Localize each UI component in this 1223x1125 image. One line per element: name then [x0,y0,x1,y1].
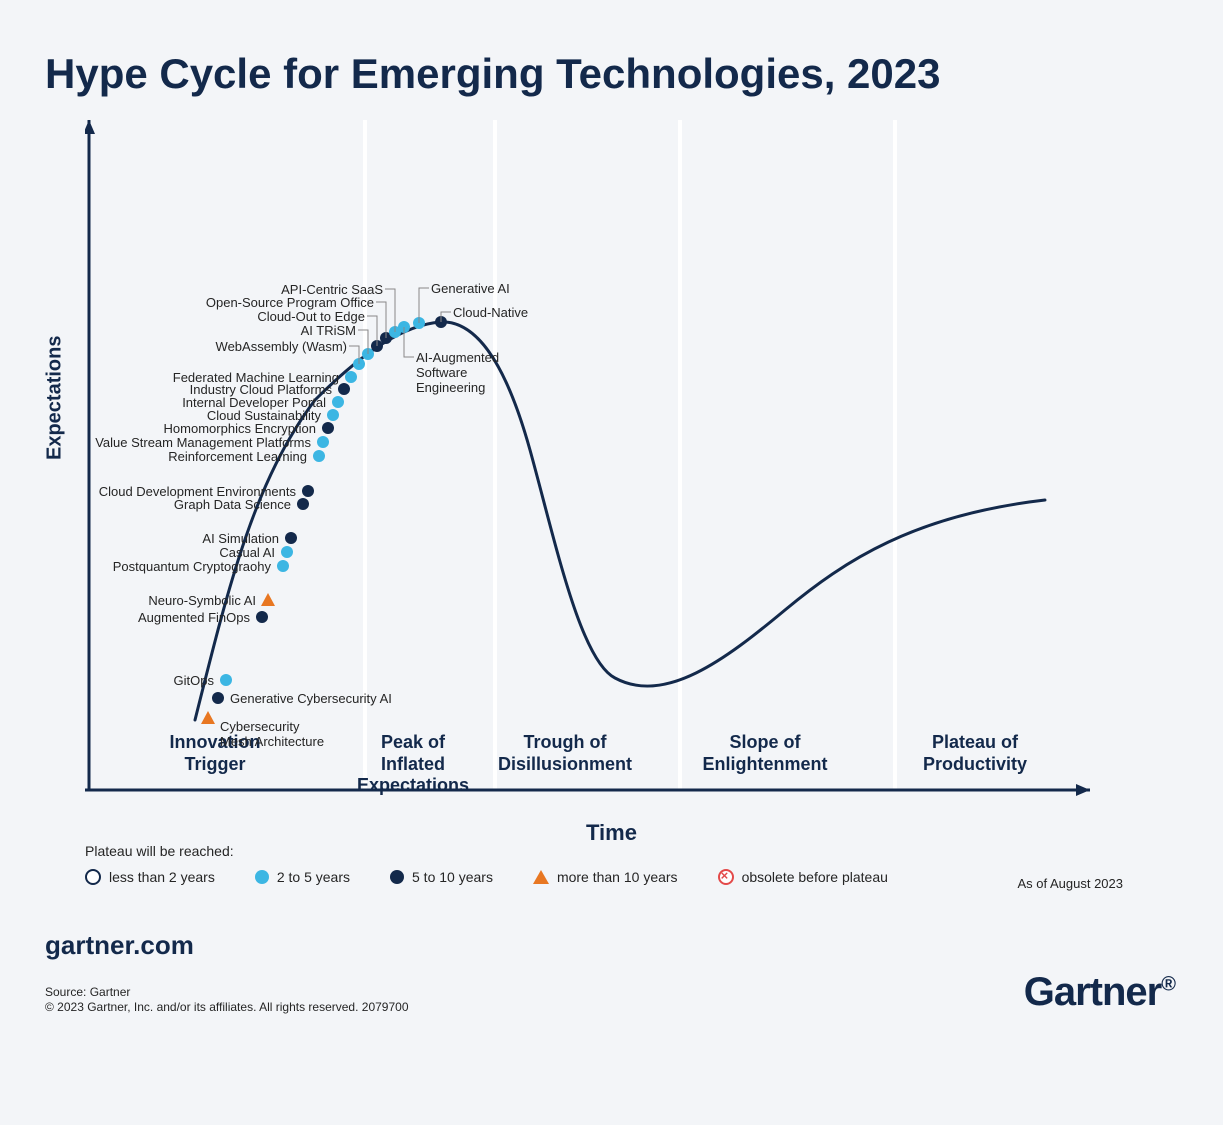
legend-item: 5 to 10 years [390,869,493,885]
page-title: Hype Cycle for Emerging Technologies, 20… [45,50,941,98]
tech-label: Cloud Sustainability [207,408,321,423]
tech-label: GitOps [174,673,214,688]
legend-item: less than 2 years [85,869,215,885]
tech-label: Generative Cybersecurity AI [230,691,392,706]
tech-label: Value Stream Management Platforms [95,435,311,450]
tech-label: Open-Source Program Office [206,295,374,310]
tech-label: Cloud-Native [453,305,528,320]
gartner-logo: Gartner® [1024,970,1175,1015]
legend-title: Plateau will be reached: [85,843,888,859]
footer-url: gartner.com [45,930,194,961]
legend-swatch: × [718,869,734,885]
tech-label: Graph Data Science [174,497,291,512]
tech-label: Internal Developer Portal [182,395,326,410]
tech-label: Cloud Development Environments [99,484,296,499]
tech-label: AI TRiSM [301,323,356,338]
footer-copyright: © 2023 Gartner, Inc. and/or its affiliat… [45,1000,409,1014]
legend: Plateau will be reached: less than 2 yea… [85,843,888,885]
tech-label: Postquantum Cryptograohy [113,559,271,574]
tech-label: Homomorphics Encryption [164,421,316,436]
tech-label: Cloud-Out to Edge [257,309,365,324]
tech-label: Reinforcement Learning [168,449,307,464]
tech-label: Augmented FinOps [138,610,250,625]
as-of-date: As of August 2023 [1017,876,1123,891]
legend-swatch [390,870,404,884]
tech-label: Neuro-Symbolic AI [148,593,256,608]
tech-label: Federated Machine Learning [173,370,339,385]
tech-label: Casual AI [219,545,275,560]
tech-label: WebAssembly (Wasm) [216,339,347,354]
tech-label: API-Centric SaaS [281,282,383,297]
y-axis-label: Expectations [44,336,67,460]
legend-label: less than 2 years [109,869,215,885]
legend-label: 5 to 10 years [412,869,493,885]
legend-item: more than 10 years [533,869,678,885]
legend-swatch [85,869,101,885]
footer-source: Source: Gartner [45,985,130,999]
phase-label: Slope of Enlightenment [665,732,865,775]
tech-label: Cybersecurity Mesh Architecture [220,719,324,749]
legend-item: × obsolete before plateau [718,869,888,885]
page: Hype Cycle for Emerging Technologies, 20… [0,0,1223,1125]
legend-item: 2 to 5 years [255,869,350,885]
legend-swatch [533,870,549,884]
phase-label: Trough of Disillusionment [465,732,665,775]
legend-label: 2 to 5 years [277,869,350,885]
legend-label: more than 10 years [557,869,678,885]
legend-label: obsolete before plateau [742,869,888,885]
legend-row: less than 2 years 2 to 5 years 5 to 10 yea… [85,869,888,885]
tech-label: AI-Augmented Software Engineering [416,350,499,395]
tech-label: AI Simulation [202,531,279,546]
phase-label: Plateau of Productivity [875,732,1075,775]
tech-label: Generative AI [431,281,510,296]
legend-swatch [255,870,269,884]
